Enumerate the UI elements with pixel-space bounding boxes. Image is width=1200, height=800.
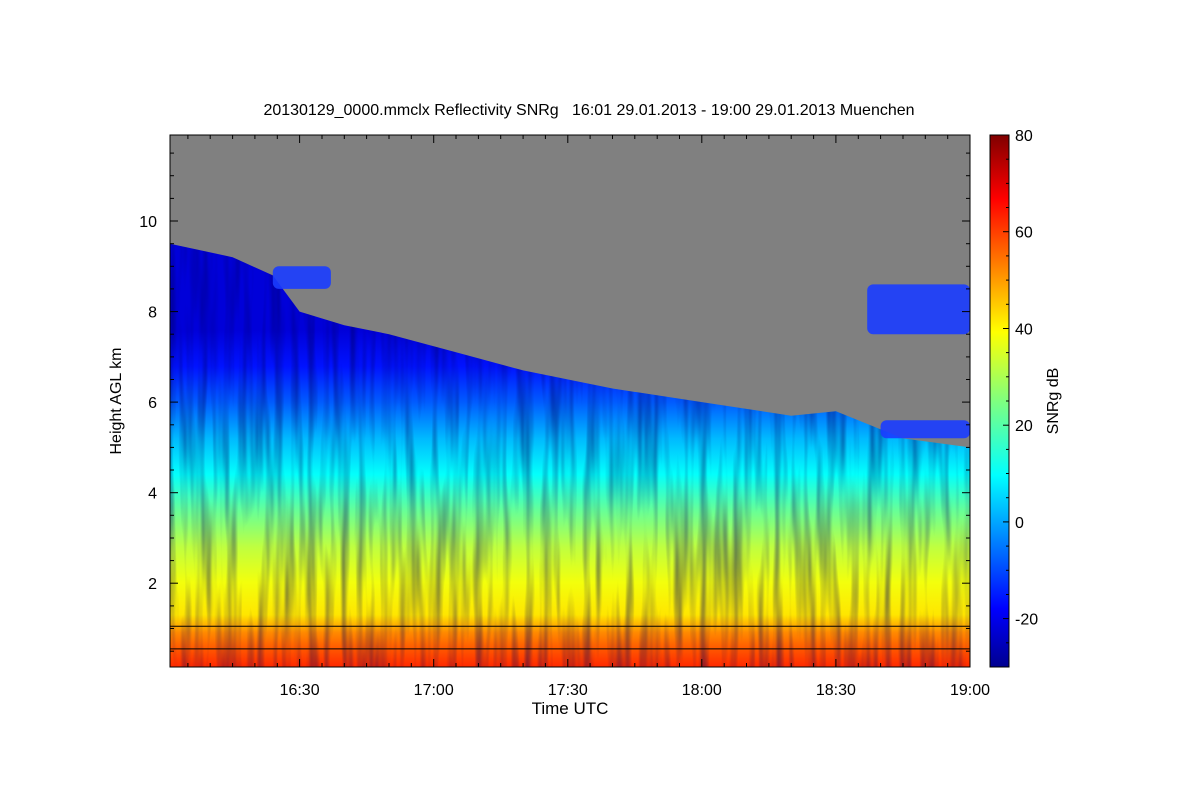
x-tick-label: 19:00: [950, 682, 990, 699]
colorbar-tick-label: 80: [1015, 128, 1033, 145]
colorbar-label: SNRg dB: [1045, 368, 1062, 435]
x-tick-label: 17:30: [548, 682, 588, 699]
x-axis-label: Time UTC: [532, 699, 609, 718]
plot-frame: [169, 134, 971, 668]
upper-echo-patch: [867, 284, 970, 335]
x-tick-label: 18:30: [816, 682, 856, 699]
y-axis-label: Height AGL km: [108, 347, 125, 454]
echo-texture: [170, 243, 970, 667]
plot-area: [170, 135, 970, 667]
upper-echo-patch: [880, 420, 970, 439]
colorbar-tick-label: 0: [1015, 515, 1024, 532]
x-tick-label: 16:30: [280, 682, 320, 699]
x-axis: 16:30 17:00 17:30 18:00 18:30 19:00: [187, 135, 990, 699]
x-tick-label: 18:00: [682, 682, 722, 699]
upper-echo-patch: [272, 266, 331, 289]
colorbar-tick-label: 40: [1015, 322, 1033, 339]
y-tick-label: 4: [148, 486, 157, 503]
colorbar-tick-label: 20: [1015, 418, 1033, 435]
chart-title: 20130129_0000.mmclx Reflectivity SNRg 16…: [263, 102, 914, 119]
y-tick-label: 6: [148, 395, 157, 412]
y-axis: 2 4 6 8 10: [139, 152, 970, 652]
colorbar-tick-label: 60: [1015, 225, 1033, 242]
y-tick-label: 10: [139, 214, 157, 231]
y-tick-label: 8: [148, 305, 157, 322]
colorbar: -20 0 20 40 60 80: [989, 128, 1038, 668]
x-tick-label: 17:00: [414, 682, 454, 699]
y-tick-label: 2: [148, 576, 157, 593]
colorbar-tick-label: -20: [1015, 612, 1038, 629]
